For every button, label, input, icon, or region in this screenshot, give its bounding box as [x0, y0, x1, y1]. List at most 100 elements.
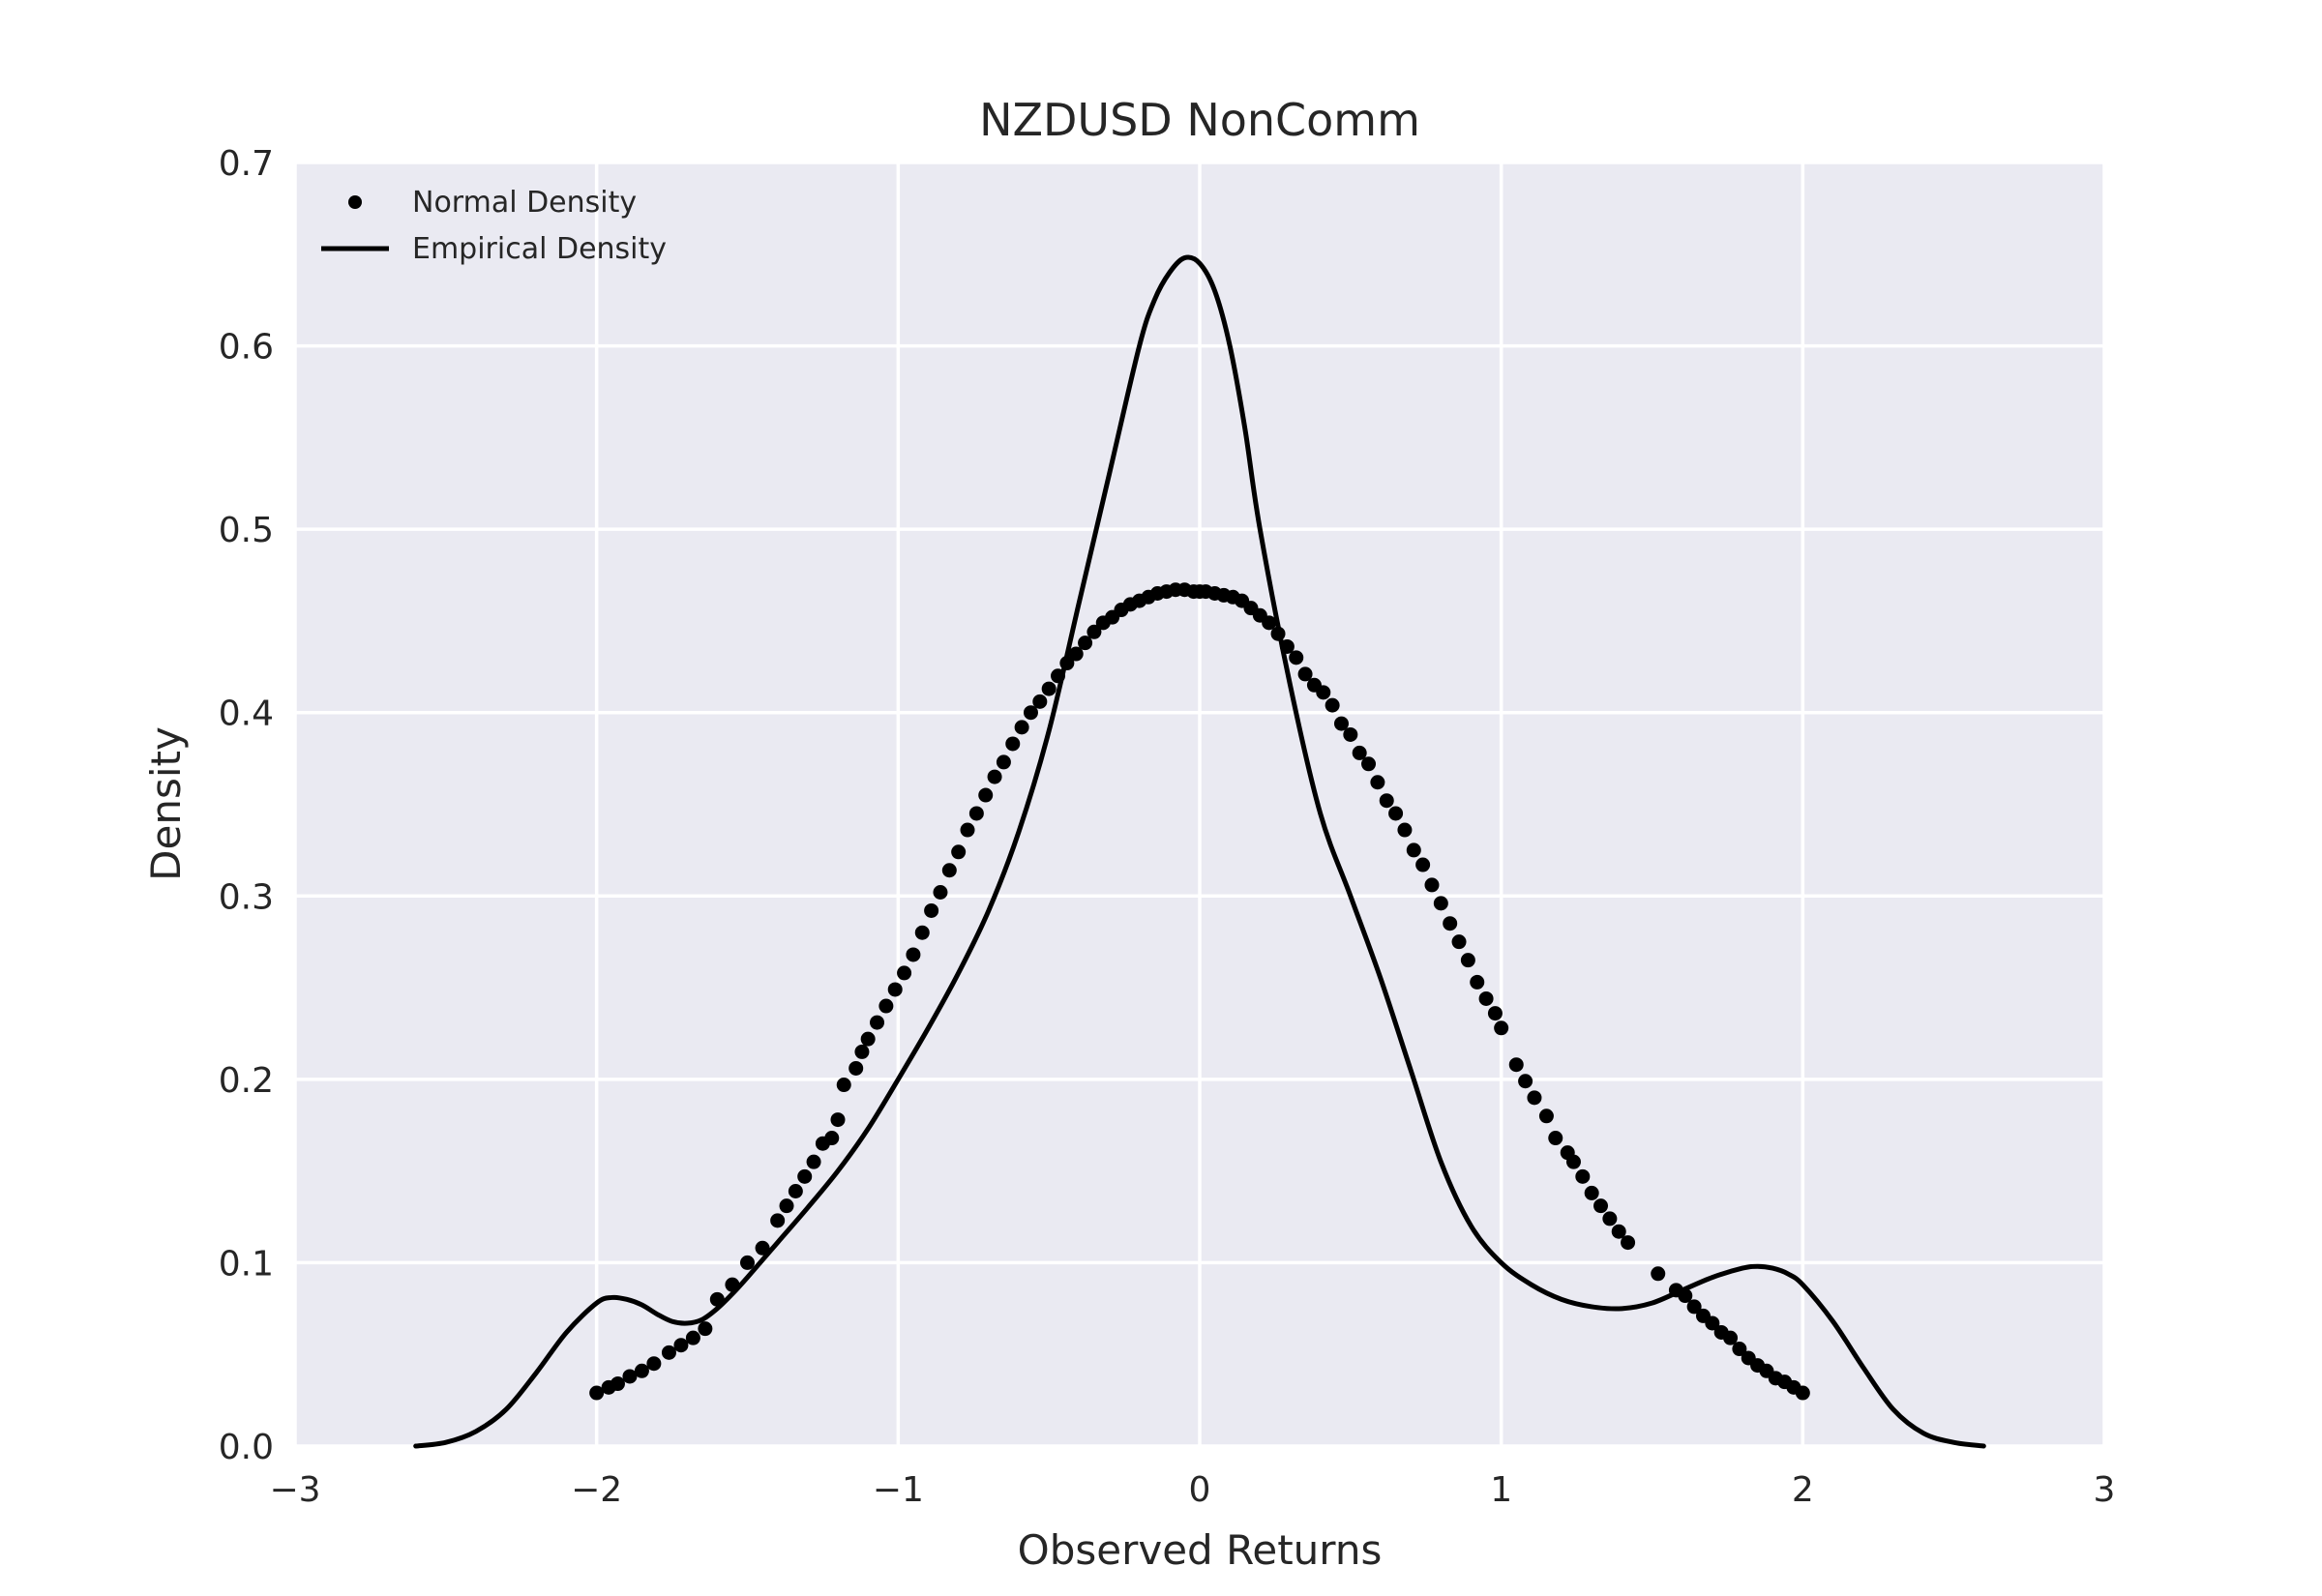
normal-density-point	[836, 1078, 851, 1093]
normal-density-point	[1297, 666, 1313, 682]
normal-density-point	[1478, 990, 1494, 1006]
normal-density-point	[1611, 1224, 1626, 1239]
normal-density-point	[1041, 681, 1057, 696]
normal-density-point	[987, 769, 1002, 784]
empirical-density-line	[413, 254, 1986, 1449]
normal-density-point	[1795, 1385, 1810, 1401]
normal-density-point	[685, 1330, 700, 1345]
normal-density-point	[860, 1031, 876, 1047]
normal-density-point	[740, 1255, 755, 1270]
normal-density-point	[887, 982, 903, 997]
normal-density-point	[1460, 953, 1475, 968]
normal-density-point	[960, 822, 975, 838]
normal-density-point	[1443, 916, 1458, 931]
normal-density-point	[1705, 1315, 1720, 1331]
normal-density-point	[1723, 1330, 1739, 1345]
normal-density-point	[1451, 934, 1467, 950]
normal-density-point	[968, 806, 984, 821]
legend-label-normal-density: Normal Density	[412, 186, 637, 220]
normal-density-point	[1032, 694, 1048, 709]
normal-density-point	[878, 998, 894, 1014]
normal-density-point	[1584, 1185, 1599, 1200]
normal-density-point	[1005, 736, 1021, 752]
normal-density-point	[646, 1356, 662, 1372]
normal-density-point	[698, 1321, 713, 1337]
normal-density-point	[1087, 624, 1102, 639]
normal-density-point	[622, 1369, 638, 1384]
x-tick-label: 3	[2094, 1470, 2116, 1510]
y-tick-label: 0.3	[219, 877, 274, 917]
normal-density-point	[996, 754, 1011, 770]
normal-density-point	[1078, 635, 1093, 651]
normal-density-point	[1602, 1211, 1618, 1227]
legend-label-empirical-density: Empirical Density	[412, 232, 667, 266]
normal-density-point	[779, 1198, 794, 1214]
y-tick-label: 0.2	[219, 1061, 274, 1101]
normal-density-point	[1593, 1198, 1609, 1214]
normal-density-point	[1518, 1074, 1533, 1089]
normal-density-point	[661, 1345, 676, 1360]
normal-density-point	[951, 844, 967, 860]
normal-density-point	[924, 902, 939, 918]
series-layer	[413, 254, 1986, 1449]
normal-density-point	[830, 1112, 846, 1128]
normal-density-point	[1352, 745, 1367, 760]
grid	[293, 161, 2106, 1448]
normal-density-point	[1316, 685, 1331, 700]
y-tick-label: 0.6	[219, 328, 274, 368]
y-tick-label: 0.4	[219, 695, 274, 734]
normal-density-point	[1732, 1342, 1747, 1357]
normal-density-point	[1621, 1235, 1636, 1251]
chart-title: NZDUSD NonComm	[979, 94, 1420, 146]
normal-density-point	[1397, 822, 1413, 838]
normal-density-point	[1415, 857, 1431, 872]
normal-density-point	[1406, 842, 1421, 858]
normal-density-point	[1651, 1266, 1666, 1282]
x-tick-label: −3	[269, 1470, 320, 1510]
normal-density-point	[1527, 1090, 1542, 1106]
normal-density-point	[941, 863, 957, 878]
normal-density-point	[897, 965, 912, 981]
x-axis-label: Observed Returns	[1018, 1526, 1383, 1574]
normal-density-point	[854, 1044, 870, 1059]
y-tick-label: 0.5	[219, 511, 274, 550]
normal-density-point	[1361, 756, 1377, 772]
normal-density-point	[806, 1154, 821, 1169]
x-tick-label: −2	[571, 1470, 622, 1510]
normal-density-point	[1068, 646, 1084, 662]
y-axis-label: Density	[142, 726, 190, 881]
normal-density-point	[1289, 650, 1304, 665]
tick-labels: −3 −2 −1 0 1 2 3 0.0 0.1 0.2 0.3 0.4 0.5 0.6 0.7	[219, 144, 2116, 1510]
normal-density-point	[1370, 775, 1385, 790]
normal-density-point	[770, 1213, 786, 1228]
normal-density-point	[1014, 720, 1029, 735]
normal-density-point	[1325, 697, 1340, 713]
normal-density-point	[1494, 1020, 1509, 1036]
x-tick-label: 2	[1792, 1470, 1814, 1510]
normal-density-point	[589, 1385, 605, 1401]
normal-density-point	[673, 1338, 689, 1353]
normal-density-point	[755, 1240, 770, 1256]
normal-density-point	[1333, 716, 1349, 731]
normal-density-point	[824, 1131, 840, 1146]
normal-density-point	[1343, 726, 1358, 742]
normal-density-point	[1548, 1131, 1563, 1146]
normal-density-point	[1575, 1168, 1591, 1184]
normal-density-point	[1487, 1006, 1503, 1021]
normal-density-point	[610, 1376, 625, 1392]
normal-density-point	[634, 1363, 649, 1378]
normal-density-point	[978, 787, 994, 803]
normal-density-point	[1262, 615, 1277, 631]
normal-density-point	[933, 884, 948, 900]
normal-density-point	[1565, 1154, 1581, 1169]
normal-density-point	[1433, 896, 1448, 911]
x-tick-label: 1	[1490, 1470, 1512, 1510]
normal-density-point	[1388, 806, 1404, 821]
normal-density-point	[1470, 974, 1485, 990]
x-tick-label: 0	[1189, 1470, 1211, 1510]
legend: Normal Density Empirical Density	[321, 186, 667, 266]
normal-density-point	[1379, 793, 1394, 809]
y-tick-label: 0.1	[219, 1244, 274, 1284]
normal-density-point	[1023, 705, 1038, 721]
